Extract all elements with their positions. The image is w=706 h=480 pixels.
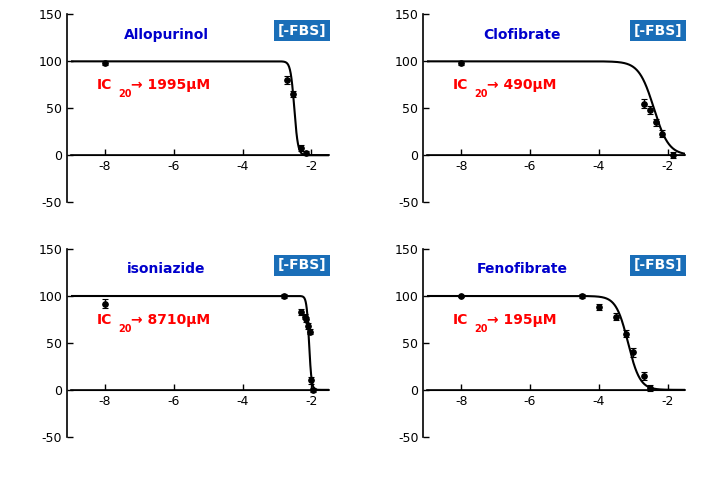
Text: → 195μM: → 195μM bbox=[487, 313, 557, 327]
Text: [-FBS]: [-FBS] bbox=[277, 24, 326, 38]
Text: Clofibrate: Clofibrate bbox=[484, 27, 561, 42]
Text: 20: 20 bbox=[474, 89, 488, 99]
Text: → 1995μM: → 1995μM bbox=[131, 79, 210, 93]
Text: isoniazide: isoniazide bbox=[127, 262, 205, 276]
Text: → 8710μM: → 8710μM bbox=[131, 313, 210, 327]
Text: → 490μM: → 490μM bbox=[487, 79, 557, 93]
Text: IC: IC bbox=[453, 313, 468, 327]
Text: [-FBS]: [-FBS] bbox=[633, 24, 682, 38]
Text: [-FBS]: [-FBS] bbox=[633, 258, 682, 273]
Text: IC: IC bbox=[97, 313, 112, 327]
Text: Allopurinol: Allopurinol bbox=[124, 27, 208, 42]
Text: Fenofibrate: Fenofibrate bbox=[477, 262, 568, 276]
Text: 20: 20 bbox=[119, 324, 132, 334]
Text: [-FBS]: [-FBS] bbox=[277, 258, 326, 273]
Text: IC: IC bbox=[453, 79, 468, 93]
Text: IC: IC bbox=[97, 79, 112, 93]
Text: 20: 20 bbox=[119, 89, 132, 99]
Text: 20: 20 bbox=[474, 324, 488, 334]
